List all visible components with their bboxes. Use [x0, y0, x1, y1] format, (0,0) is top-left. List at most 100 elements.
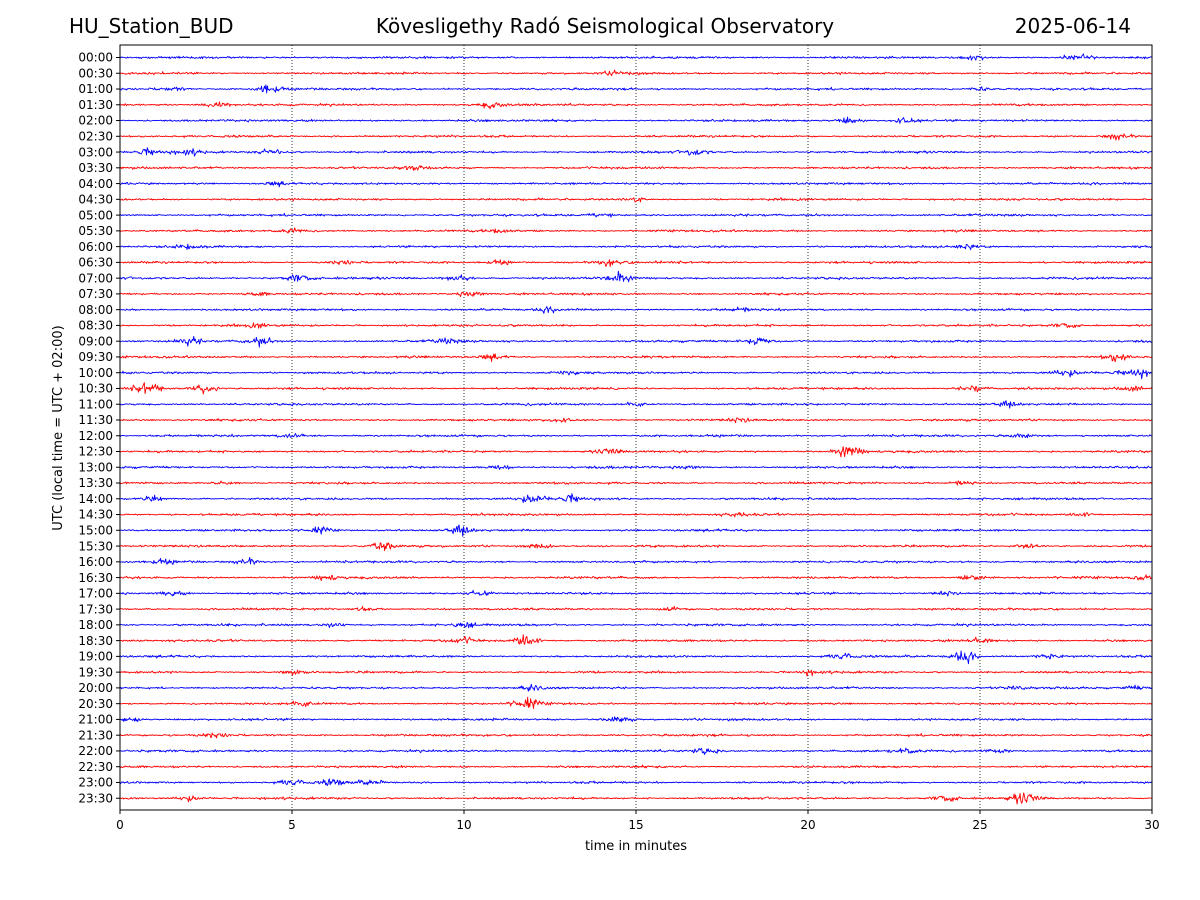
y-tick-label: 11:00	[78, 397, 113, 411]
y-tick-label: 18:30	[78, 634, 113, 648]
x-tick-label: 5	[288, 818, 296, 832]
trace-1400	[119, 493, 1153, 503]
trace-1530	[119, 542, 1153, 552]
x-tick-label: 0	[116, 818, 124, 832]
trace-2230	[119, 764, 1153, 769]
y-tick-label: 20:30	[78, 697, 113, 711]
trace-1930	[119, 669, 1153, 677]
trace-1000	[119, 369, 1152, 380]
y-tick-label: 05:00	[78, 208, 113, 222]
y-tick-label: 09:30	[78, 350, 113, 364]
y-tick-label: 04:30	[78, 193, 113, 207]
trace-1030	[119, 382, 1153, 395]
seismogram-traces	[119, 53, 1153, 805]
trace-0930	[119, 353, 1153, 363]
y-tick-label: 10:30	[78, 382, 113, 396]
trace-1730	[119, 605, 1153, 612]
trace-0330	[119, 165, 1153, 171]
y-tick-label: 15:30	[78, 539, 113, 553]
trace-2000	[119, 683, 1153, 692]
y-tick-label: 00:30	[78, 66, 113, 80]
y-axis-label: UTC (local time = UTC + 02:00)	[51, 325, 66, 530]
trace-0100	[119, 84, 1153, 94]
trace-1830	[119, 634, 1153, 645]
y-tick-label: 16:00	[78, 555, 113, 569]
x-tick-label: 10	[456, 818, 471, 832]
record-date: 2025-06-14	[1014, 14, 1131, 38]
trace-0630	[119, 259, 1153, 268]
y-tick-label: 01:00	[78, 82, 113, 96]
observatory-title: Kövesligethy Radó Seismological Observat…	[375, 14, 835, 38]
trace-0030	[119, 69, 1153, 77]
y-tick-label: 16:30	[78, 571, 113, 585]
y-tick-label: 17:00	[78, 587, 113, 601]
trace-0300	[119, 147, 1153, 157]
grid-lines	[291, 45, 981, 810]
y-tick-label: 03:00	[78, 145, 113, 159]
trace-1100	[119, 400, 1153, 409]
trace-2030	[119, 696, 1153, 710]
y-tick-label: 18:00	[78, 618, 113, 632]
y-tick-label: 12:00	[78, 429, 113, 443]
trace-0800	[119, 306, 1153, 314]
trace-2300	[119, 778, 1153, 787]
x-axis-label: time in minutes	[585, 839, 687, 854]
trace-0900	[119, 336, 1153, 348]
trace-1900	[119, 650, 1153, 665]
trace-0600	[119, 243, 1153, 251]
trace-1430	[119, 512, 1153, 518]
x-tick-label: 15	[628, 818, 643, 832]
y-tick-label: 23:00	[78, 776, 113, 790]
y-tick-label: 15:00	[78, 524, 113, 538]
x-tick-label: 25	[972, 818, 987, 832]
y-tick-label: 04:00	[78, 177, 113, 191]
trace-0500	[119, 212, 1153, 218]
trace-0000	[119, 53, 1153, 61]
trace-1130	[119, 417, 1153, 424]
y-tick-label: 07:30	[78, 287, 113, 301]
y-tick-label: 06:00	[78, 240, 113, 254]
y-tick-label: 13:00	[78, 460, 113, 474]
trace-0430	[119, 197, 1153, 203]
trace-1700	[119, 589, 1153, 597]
y-tick-label: 13:30	[78, 476, 113, 490]
trace-2200	[119, 747, 1153, 755]
trace-1330	[119, 480, 1153, 486]
y-tick-label: 14:30	[78, 508, 113, 522]
y-tick-label: 17:30	[78, 602, 113, 616]
trace-0200	[119, 116, 1153, 124]
trace-1300	[119, 464, 1153, 470]
y-tick-label: 09:00	[78, 334, 113, 348]
trace-0130	[119, 101, 1153, 110]
y-tick-label: 12:30	[78, 445, 113, 459]
y-tick-label: 22:30	[78, 760, 113, 774]
y-tick-label: 00:00	[78, 51, 113, 65]
trace-0400	[119, 181, 1153, 188]
y-tick-label: 01:30	[78, 98, 113, 112]
trace-1500	[119, 524, 1153, 537]
y-tick-label: 22:00	[78, 744, 113, 758]
trace-1630	[119, 574, 1153, 582]
trace-1800	[119, 622, 1153, 629]
y-tick-label: 20:00	[78, 681, 113, 695]
station-name: HU_Station_BUD	[69, 14, 234, 38]
y-tick-label: 21:00	[78, 713, 113, 727]
trace-1600	[119, 556, 1153, 565]
y-tick-label: 19:30	[78, 665, 113, 679]
trace-1200	[119, 432, 1153, 439]
y-tick-label: 07:00	[78, 271, 113, 285]
x-tick-label: 20	[800, 818, 815, 832]
y-tick-label: 23:30	[78, 791, 113, 805]
y-tick-label: 08:30	[78, 319, 113, 333]
trace-0700	[119, 270, 1153, 283]
y-tick-label: 06:30	[78, 256, 113, 270]
y-tick-label: 02:30	[78, 130, 113, 144]
y-tick-label: 14:00	[78, 492, 113, 506]
trace-0730	[119, 291, 1153, 298]
x-axis: 0 5 10 15 20 25 30	[116, 810, 1160, 832]
y-tick-label: 08:00	[78, 303, 113, 317]
trace-2330	[119, 792, 1153, 805]
trace-0230	[119, 133, 1153, 141]
y-tick-label: 03:30	[78, 161, 113, 175]
